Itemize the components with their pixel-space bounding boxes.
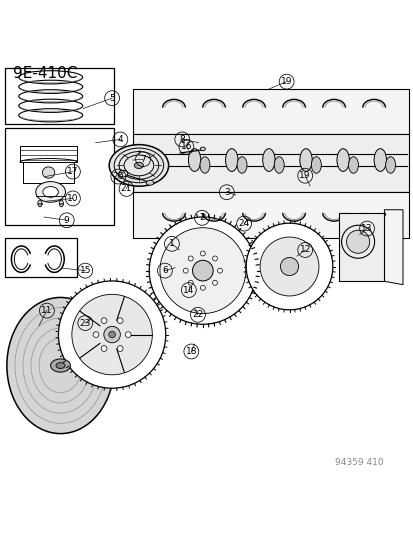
Circle shape	[212, 280, 217, 285]
Text: 18: 18	[185, 347, 197, 356]
Bar	[5, 238, 77, 277]
Polygon shape	[133, 89, 408, 134]
Circle shape	[104, 326, 120, 343]
Text: 21: 21	[121, 184, 132, 193]
Ellipse shape	[56, 362, 65, 368]
Ellipse shape	[43, 187, 58, 197]
Text: 24: 24	[238, 219, 249, 228]
Text: 13: 13	[361, 224, 372, 233]
Text: 6: 6	[161, 266, 167, 275]
Ellipse shape	[42, 167, 55, 178]
Ellipse shape	[188, 149, 200, 172]
Text: 11: 11	[41, 306, 52, 315]
Circle shape	[117, 318, 123, 324]
Ellipse shape	[134, 163, 143, 168]
Circle shape	[212, 256, 217, 261]
Bar	[20, 146, 77, 162]
Circle shape	[159, 228, 245, 313]
Ellipse shape	[50, 359, 70, 372]
Text: 10: 10	[67, 194, 78, 203]
Text: 19: 19	[299, 171, 310, 180]
Text: 5: 5	[109, 94, 115, 103]
Circle shape	[346, 230, 369, 253]
Text: 2: 2	[199, 213, 204, 222]
Text: 14: 14	[183, 286, 194, 295]
Ellipse shape	[385, 157, 394, 173]
Circle shape	[280, 257, 298, 276]
Ellipse shape	[146, 180, 153, 185]
Circle shape	[183, 268, 188, 273]
Circle shape	[58, 281, 165, 388]
Circle shape	[109, 332, 115, 338]
Text: 1: 1	[169, 239, 174, 248]
Circle shape	[125, 332, 131, 337]
Text: 19: 19	[280, 77, 292, 86]
Text: 15: 15	[79, 266, 91, 275]
Ellipse shape	[273, 157, 283, 173]
Circle shape	[192, 260, 213, 281]
Ellipse shape	[225, 149, 237, 172]
Ellipse shape	[38, 200, 42, 207]
Polygon shape	[133, 134, 408, 192]
Circle shape	[246, 223, 332, 310]
Text: 17: 17	[67, 167, 78, 176]
Text: 12: 12	[299, 246, 310, 254]
Text: 3: 3	[223, 188, 229, 197]
Text: 23: 23	[79, 319, 91, 327]
Ellipse shape	[199, 157, 209, 173]
Polygon shape	[133, 192, 408, 238]
Circle shape	[72, 294, 152, 375]
Ellipse shape	[36, 182, 65, 202]
Ellipse shape	[237, 157, 247, 173]
Text: 22: 22	[192, 310, 203, 319]
Text: 7: 7	[140, 155, 145, 164]
Bar	[5, 128, 114, 225]
Circle shape	[93, 332, 99, 337]
Ellipse shape	[109, 144, 168, 186]
Ellipse shape	[119, 171, 128, 177]
Circle shape	[117, 345, 123, 351]
Ellipse shape	[336, 149, 349, 172]
Ellipse shape	[59, 200, 63, 207]
Circle shape	[200, 285, 205, 290]
Text: 20: 20	[112, 172, 123, 181]
Bar	[23, 162, 74, 183]
Circle shape	[101, 345, 107, 351]
Circle shape	[188, 256, 193, 261]
Ellipse shape	[348, 157, 358, 173]
Circle shape	[149, 217, 256, 324]
Circle shape	[259, 237, 318, 296]
Bar	[5, 68, 114, 124]
Polygon shape	[384, 210, 402, 285]
Ellipse shape	[299, 149, 311, 172]
Ellipse shape	[200, 147, 205, 151]
Ellipse shape	[373, 149, 386, 172]
Text: 9E-410C: 9E-410C	[13, 67, 77, 82]
Circle shape	[217, 268, 222, 273]
Text: 94359 410: 94359 410	[334, 458, 382, 466]
Ellipse shape	[7, 297, 114, 434]
Text: 8: 8	[179, 135, 185, 144]
Ellipse shape	[311, 157, 320, 173]
Circle shape	[188, 280, 193, 285]
Circle shape	[200, 251, 205, 256]
Text: 9: 9	[64, 216, 69, 225]
Bar	[338, 213, 384, 281]
Ellipse shape	[262, 149, 274, 172]
Text: 16: 16	[180, 142, 192, 151]
Text: 4: 4	[117, 135, 123, 144]
Circle shape	[101, 318, 107, 324]
